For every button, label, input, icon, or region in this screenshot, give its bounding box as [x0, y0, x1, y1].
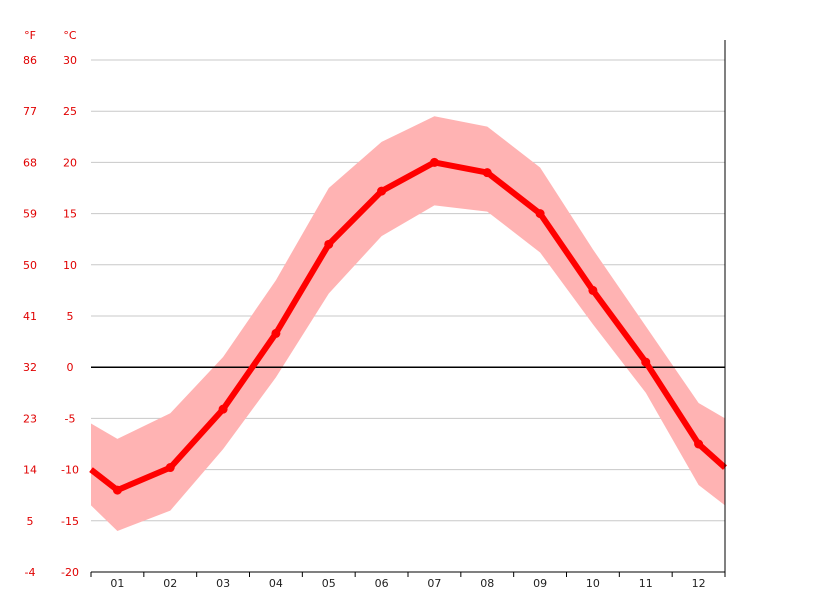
temperature-point-07	[429, 157, 439, 167]
y-tick-fahrenheit-23: 23	[23, 412, 37, 425]
temperature-point-08	[482, 168, 492, 178]
y-tick-celsius--5: -5	[65, 412, 76, 425]
temperature-point-02	[165, 463, 175, 473]
fahrenheit-unit-label: °F	[24, 29, 36, 42]
y-tick-celsius--10: -10	[61, 464, 79, 477]
x-tick-07: 07	[427, 577, 441, 590]
temperature-point-05	[324, 239, 334, 249]
y-tick-fahrenheit-32: 32	[23, 361, 37, 374]
x-tick-01: 01	[110, 577, 124, 590]
y-tick-celsius-25: 25	[63, 105, 77, 118]
x-tick-05: 05	[322, 577, 336, 590]
y-tick-celsius-5: 5	[67, 310, 74, 323]
y-tick-fahrenheit--4: -4	[25, 566, 36, 579]
x-tick-09: 09	[533, 577, 547, 590]
temperature-point-11	[641, 357, 651, 367]
x-tick-12: 12	[692, 577, 706, 590]
y-tick-fahrenheit-50: 50	[23, 259, 37, 272]
y-tick-fahrenheit-77: 77	[23, 105, 37, 118]
temperature-point-10	[588, 285, 598, 295]
x-tick-11: 11	[639, 577, 653, 590]
y-tick-fahrenheit-86: 86	[23, 54, 37, 67]
y-tick-celsius--20: -20	[61, 566, 79, 579]
y-tick-fahrenheit-14: 14	[23, 464, 37, 477]
temperature-point-01	[112, 485, 122, 495]
y-tick-celsius-0: 0	[67, 361, 74, 374]
temperature-point-04	[271, 328, 281, 338]
x-tick-02: 02	[163, 577, 177, 590]
y-tick-fahrenheit-59: 59	[23, 208, 37, 221]
celsius-unit-label: °C	[63, 29, 77, 42]
temperature-point-03	[218, 404, 228, 414]
x-tick-10: 10	[586, 577, 600, 590]
y-tick-celsius-10: 10	[63, 259, 77, 272]
temperature-line	[89, 159, 727, 494]
x-tick-06: 06	[375, 577, 389, 590]
temperature-point-09	[535, 209, 545, 219]
axes	[90, 40, 726, 577]
x-tick-04: 04	[269, 577, 283, 590]
y-tick-fahrenheit-41: 41	[23, 310, 37, 323]
x-tick-labels: 01 02 03 04 05 06 07 08 09 10 11 12	[110, 577, 705, 590]
temperature-points	[112, 157, 704, 495]
x-tick-03: 03	[216, 577, 230, 590]
y-tick-celsius-20: 20	[63, 156, 77, 169]
temperature-point-12	[694, 439, 704, 449]
temperature-line-layer	[89, 159, 727, 494]
temperature-point-06	[377, 186, 387, 196]
temperature-range-band-layer	[91, 116, 725, 532]
y-tick-fahrenheit-68: 68	[23, 156, 37, 169]
y-tick-fahrenheit-5: 5	[27, 515, 34, 528]
temperature-range-band	[91, 116, 725, 532]
y-tick-labels: 30 86 25 77 20 68 15 59 10 50 5 41 0 32 -5 23 -10 14 -15 5 -…	[23, 54, 79, 579]
y-tick-celsius-30: 30	[63, 54, 77, 67]
y-tick-celsius-15: 15	[63, 208, 77, 221]
x-tick-08: 08	[480, 577, 494, 590]
y-tick-celsius--15: -15	[61, 515, 79, 528]
